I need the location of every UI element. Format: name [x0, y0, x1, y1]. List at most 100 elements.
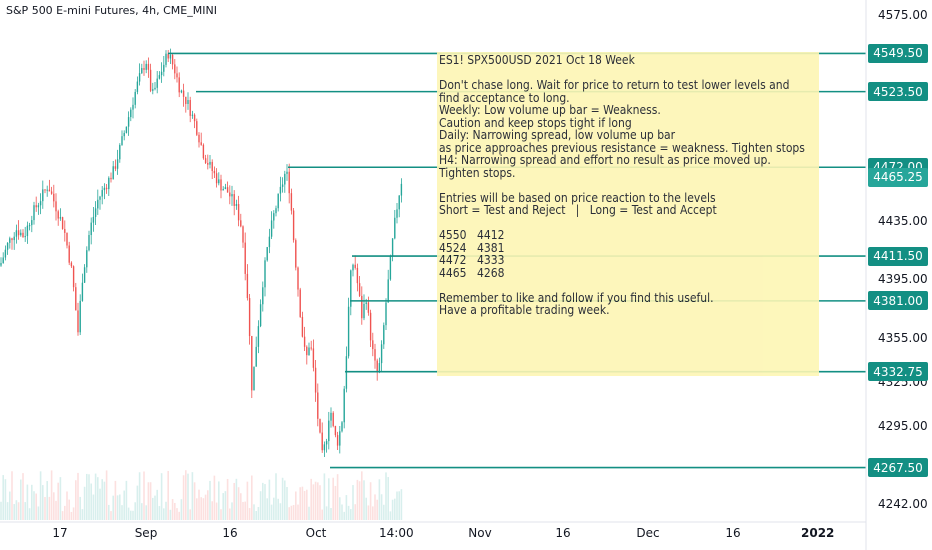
volume-bar	[204, 494, 207, 520]
candle-body	[193, 114, 196, 122]
note-line: Tighten stops.	[439, 165, 516, 180]
candle-body	[92, 216, 95, 223]
candle-body	[341, 422, 343, 432]
volume-bar	[130, 510, 132, 520]
candle-body	[323, 444, 326, 451]
note-level-value: 4381	[477, 240, 505, 255]
volume-bar	[279, 503, 282, 520]
candle-body	[224, 187, 227, 190]
volume-bar	[273, 497, 275, 520]
candle-body	[336, 435, 339, 446]
volume-bar	[330, 507, 332, 520]
note-line: find acceptance to long.	[439, 90, 570, 105]
volume-bar	[233, 482, 235, 520]
candle-body	[354, 264, 356, 268]
candle-body	[204, 158, 207, 163]
candle-body	[270, 220, 273, 237]
volume-bar	[145, 505, 147, 520]
volume-bar	[64, 505, 66, 520]
volume-bar	[290, 505, 293, 520]
note-heading: ES1! SPX500USD 2021 Oct 18 Week	[439, 53, 635, 67]
candle-body	[160, 71, 163, 76]
volume-bar	[68, 499, 70, 520]
candle-body	[347, 306, 350, 357]
volume-bar	[286, 487, 288, 520]
volume-bar	[114, 480, 117, 520]
candle-body	[321, 432, 323, 451]
volume-bar	[387, 477, 389, 520]
volume-bar	[385, 472, 387, 520]
volume-bar	[127, 507, 130, 520]
candle-body	[262, 287, 264, 305]
volume-bar	[268, 479, 271, 520]
candle-body	[277, 193, 279, 209]
volume-bar	[347, 505, 350, 520]
volume-bar	[20, 479, 22, 520]
volume-bar	[400, 489, 403, 520]
volume-bar	[255, 511, 257, 520]
volume-bar	[396, 491, 398, 520]
candle-body	[6, 242, 9, 250]
candle-body	[352, 264, 354, 271]
candle-body	[292, 210, 295, 241]
volume-bar	[224, 491, 227, 520]
volume-bar	[253, 504, 255, 520]
volume-bar	[242, 501, 244, 520]
candle-body	[143, 68, 145, 70]
volume-bar	[292, 505, 295, 520]
volume-bar	[339, 497, 341, 520]
candle-body	[200, 142, 202, 145]
candle-body	[171, 54, 174, 65]
volume-bar	[90, 483, 92, 520]
candle-body	[220, 179, 222, 191]
volume-bar	[105, 470, 108, 520]
volume-bar	[374, 494, 376, 520]
candle-body	[112, 166, 114, 180]
candle-body	[182, 90, 185, 97]
candle-body	[39, 201, 42, 206]
candle-body	[198, 134, 200, 143]
volume-bar	[44, 496, 46, 520]
note-line: Daily: Narrowing spread, low volume up b…	[439, 128, 676, 142]
note-line	[439, 179, 819, 192]
volume-bar	[215, 502, 218, 520]
candle-body	[259, 304, 262, 327]
volume-bar	[70, 511, 73, 520]
volume-bar	[53, 492, 55, 520]
note-levels-table: 4550 4412 4524 4381 4472 4333 4465 4268	[439, 229, 819, 279]
candle-body	[310, 347, 312, 349]
note-level-value: 4333	[477, 253, 505, 267]
candle-body	[81, 282, 84, 301]
candle-body	[376, 360, 378, 373]
volume-bar	[11, 471, 13, 520]
candle-body	[145, 63, 147, 70]
volume-bar	[180, 499, 183, 520]
volume-bar	[149, 482, 152, 520]
candle-body	[308, 347, 310, 356]
candle-body	[207, 162, 209, 165]
candle-body	[50, 191, 53, 194]
volume-bar	[39, 471, 42, 520]
candle-body	[237, 204, 240, 221]
volume-bar	[72, 507, 75, 520]
analysis-note[interactable]: ES1! SPX500USD 2021 Oct 18 Week Don't ch…	[437, 52, 819, 376]
volume-bar	[37, 506, 40, 520]
note-level-row: 4465 4268	[439, 266, 819, 280]
volume-bar	[240, 493, 242, 520]
volume-bar	[314, 481, 317, 520]
candle-body	[26, 225, 29, 237]
candle-body	[127, 117, 130, 127]
note-line: H4: Narrowing spread and effort no resul…	[439, 153, 771, 167]
candle-body	[61, 217, 64, 229]
candle-body	[290, 193, 293, 211]
volume-bar	[189, 509, 191, 520]
candle-body	[253, 366, 255, 391]
candle-body	[79, 300, 81, 333]
candle-body	[279, 186, 282, 194]
candle-body	[121, 136, 123, 146]
candle-body	[176, 73, 178, 78]
volume-bar	[270, 504, 273, 520]
volume-bar	[125, 480, 128, 520]
candle-body	[20, 232, 22, 236]
note-body: Don't chase long. Wait for price to retu…	[439, 67, 819, 230]
